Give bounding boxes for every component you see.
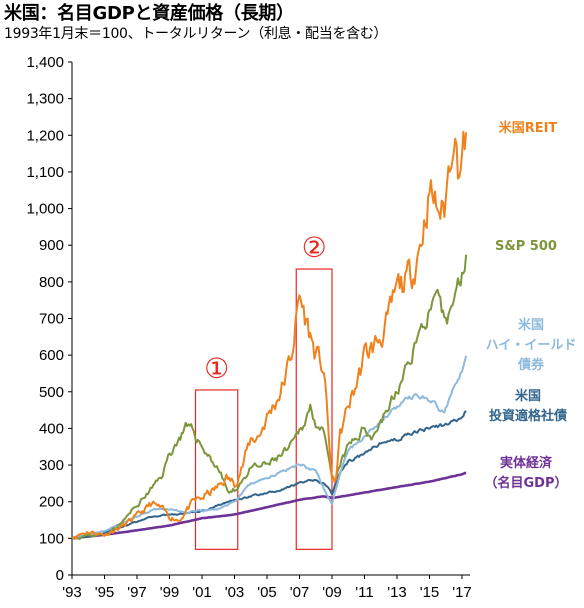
highlight-box-2 (295, 268, 333, 550)
x-tick-label: '09 (322, 584, 342, 601)
callout-label-1: ① (204, 352, 229, 385)
y-tick-label: 300 (39, 457, 64, 474)
annotations: ①② (194, 231, 333, 550)
y-tick-label: 800 (39, 274, 64, 291)
axes: 0 100 200 300 400 500 600 700 800 900 1,000 1,100 1,… (26, 54, 471, 601)
y-tick-label: 1,100 (26, 164, 64, 181)
y-tick-label: 1,400 (26, 54, 64, 71)
x-tick-label: '93 (62, 584, 82, 601)
x-tick-label: '03 (225, 584, 245, 601)
y-tick-label: 700 (39, 311, 64, 328)
series-label-ig: 米国投資適格社債 (489, 388, 567, 424)
x-tick-label: '17 (452, 584, 472, 601)
chart-subtitle: 1993年1月末＝100、トータルリターン（利息・配当を含む） (4, 26, 388, 42)
series-label-line: S&P 500 (495, 239, 557, 254)
x-tick-label: '05 (257, 584, 277, 601)
series-line-hy (71, 355, 468, 540)
highlight-box-1 (194, 389, 239, 550)
series-label-line: 米国 (518, 317, 544, 333)
series-label-line: 米国REIT (499, 120, 558, 136)
series-label-gdp: 実体経済 （名目GDP） (485, 455, 568, 491)
x-tick-label: '15 (420, 584, 440, 601)
y-tick-label: 1,200 (26, 127, 64, 144)
x-tick-label: '07 (290, 584, 310, 601)
y-tick-label: 500 (39, 384, 64, 401)
y-tick-label: 400 (39, 420, 64, 437)
series-line-sp500 (71, 254, 468, 540)
x-tick-label: '13 (387, 584, 407, 601)
series-line-reit (71, 130, 468, 540)
series-line-ig (71, 410, 467, 540)
x-tick-label: '01 (192, 584, 212, 601)
series-label-line: 債券 (517, 357, 545, 373)
x-tick-label: '97 (127, 584, 147, 601)
chart-header: 米国：名目GDPと資産価格（長期） 1993年1月末＝100、トータルリターン（… (4, 0, 580, 43)
y-tick-label: 1,000 (26, 201, 64, 218)
series-label-line: 実体経済 (500, 455, 553, 471)
chart-title: 米国：名目GDPと資産価格（長期） (4, 3, 294, 24)
series-label-sp500: S&P 500 (495, 239, 557, 254)
y-tick-label: 200 (39, 494, 64, 511)
x-tick-label: '95 (95, 584, 115, 601)
y-tick-label: 900 (39, 237, 64, 254)
series-label-line: 投資適格社債 (489, 408, 567, 424)
y-tick-label: 0 (56, 567, 64, 584)
series-line-gdp (71, 471, 467, 540)
series-label-hy: 米国ハイ・イールド債券 (486, 317, 577, 373)
series-label-line: （名目GDP） (485, 475, 568, 491)
series-label-line: 米国 (515, 388, 541, 404)
y-tick-label: 600 (39, 347, 64, 364)
y-tick-label: 1,300 (26, 91, 64, 108)
series-lines (71, 130, 468, 540)
series-label-line: ハイ・イールド (486, 338, 577, 353)
y-tick-label: 100 (39, 530, 64, 547)
x-tick-label: '99 (160, 584, 180, 601)
series-label-reit: 米国REIT (499, 120, 558, 136)
x-tick-label: '11 (355, 584, 373, 601)
callout-label-2: ② (302, 231, 327, 264)
